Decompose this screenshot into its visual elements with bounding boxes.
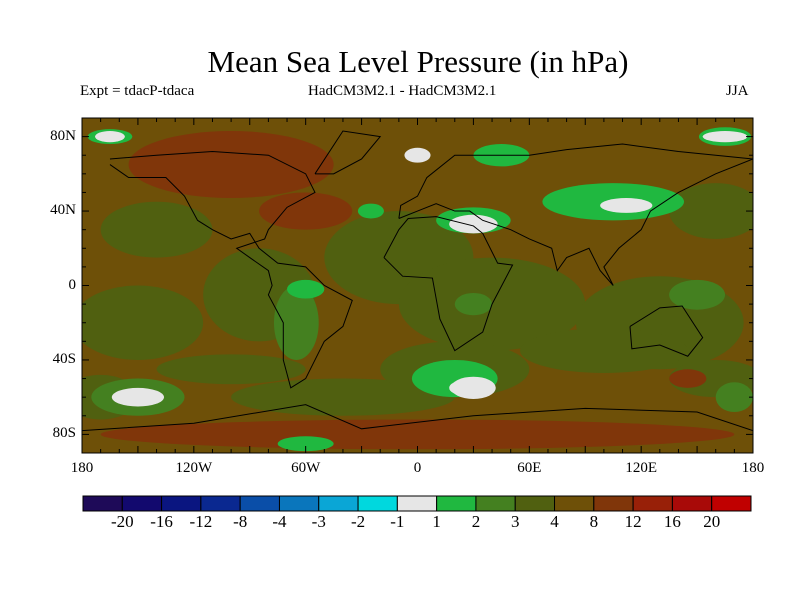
contour-region: [357, 203, 384, 219]
colorbar-label: 20: [703, 512, 721, 531]
contour-region: [454, 292, 493, 316]
colorbar-swatch: [593, 495, 634, 512]
model-label: HadCM3M2.1 - HadCM3M2.1: [308, 83, 497, 99]
colorbar-label: 4: [550, 512, 559, 531]
x-tick-label: 180: [741, 460, 765, 476]
colorbar-label: -12: [189, 512, 213, 531]
contour-region: [277, 436, 334, 452]
x-tick-label: 120E: [625, 460, 657, 476]
colorbar-swatch: [671, 495, 713, 512]
colorbar-label: 1: [432, 512, 441, 531]
y-tick-label: 40S: [52, 350, 76, 367]
y-tick-label: 0: [68, 276, 77, 293]
x-tick-label: 0: [413, 460, 422, 476]
colorbar-swatch: [239, 495, 280, 512]
y-tick-label: 80N: [50, 127, 76, 144]
contour-region: [520, 328, 688, 373]
x-tick-label: 180: [70, 460, 94, 476]
colorbar-swatch: [436, 495, 477, 512]
colorbar-swatch: [711, 495, 752, 512]
colorbar-swatch: [200, 495, 241, 512]
colorbar-swatch: [278, 495, 320, 512]
contour-region: [273, 285, 319, 360]
y-tick-label: 80S: [52, 425, 76, 442]
colorbar-label: 16: [663, 512, 681, 531]
coastline: [383, 216, 514, 352]
x-tick-label: 60E: [517, 460, 542, 476]
contour-region: [600, 198, 653, 213]
contour-region: [669, 369, 707, 388]
colorbar-swatch: [121, 495, 163, 512]
contour-region: [100, 419, 735, 450]
colorbar-label: -4: [272, 512, 287, 531]
season-label: JJA: [726, 83, 749, 99]
colorbar-label: -20: [110, 512, 134, 531]
x-tick-label: 60W: [291, 460, 321, 476]
colorbar-label: -1: [390, 512, 405, 531]
colorbar-swatch: [632, 495, 673, 512]
contour-region: [111, 387, 165, 407]
contour-region: [259, 192, 353, 230]
contour-region: [669, 183, 753, 239]
pressure-field: [82, 127, 753, 452]
colorbar-label: 12: [624, 512, 642, 531]
colorbar-swatch: [554, 495, 595, 512]
colorbar-label: -3: [311, 512, 326, 531]
contour-region: [95, 131, 125, 143]
colorbar-label: -16: [150, 512, 173, 531]
coastline: [109, 150, 353, 389]
contour-region: [669, 279, 726, 310]
colorbar-label: -8: [233, 512, 248, 531]
colorbar-label: 8: [589, 512, 599, 531]
contour-region: [715, 382, 753, 413]
contour-region: [100, 201, 213, 258]
chart-title: Mean Sea Level Pressure (in hPa): [207, 44, 629, 79]
contour-region: [128, 131, 334, 199]
experiment-label: Expt = tdacP-tdaca: [80, 83, 195, 99]
y-tick-label: 40N: [50, 202, 76, 219]
x-tick-label: 120W: [175, 460, 213, 476]
coastline: [82, 404, 753, 432]
contour-region: [449, 380, 480, 396]
coastline: [398, 143, 753, 286]
colorbar-label: 3: [510, 512, 520, 531]
contour-region: [156, 354, 306, 385]
colorbar-label: 2: [471, 512, 481, 531]
contour-region: [404, 147, 431, 163]
contour-region: [449, 214, 498, 234]
colorbar-label: -2: [350, 512, 366, 531]
contour-region: [287, 279, 325, 299]
coastline: [629, 305, 704, 357]
colorbar-swatch: [318, 495, 359, 512]
contour-region: [82, 285, 204, 360]
contour-region: [231, 378, 455, 416]
colorbar-swatch: [396, 495, 438, 512]
colorbar-swatch: [357, 495, 398, 512]
colorbar-swatch: [475, 495, 516, 512]
colorbar-swatch: [161, 495, 202, 512]
colorbar-swatch: [514, 495, 556, 512]
coastline: [314, 130, 382, 175]
contour-region: [702, 131, 748, 143]
colorbar-swatch: [82, 495, 123, 512]
